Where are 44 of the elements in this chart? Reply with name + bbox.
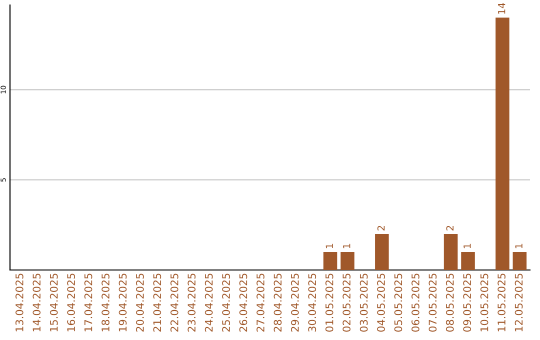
x-tick-label: 29.04.2025 [290,274,299,332]
data-label: 1 [464,244,471,248]
x-tick-label: 08.05.2025 [446,274,454,332]
bar [512,252,527,270]
data-label: 1 [326,244,333,248]
bar [461,252,475,270]
x-tick-label: 27.04.2025 [256,274,264,332]
x-tick-label: 18.04.2025 [102,274,110,332]
x-tick-label: 03.05.2025 [360,274,368,332]
data-label: 14 [498,3,506,14]
x-tick-label: 30.04.2025 [308,274,316,332]
data-label: 1 [515,244,522,248]
x-tick-label: 25.04.2025 [222,274,230,332]
bar [340,252,354,270]
bar [375,234,389,270]
x-tick-label: 13.04.2025 [15,274,24,332]
x-tick-label: 02.05.2025 [342,274,351,332]
x-tick-label: 26.04.2025 [239,274,248,332]
x-tick-label: 01.05.2025 [325,274,334,332]
data-label: 2 [377,226,385,230]
bar [323,252,338,270]
x-tick-label: 07.05.2025 [428,274,437,332]
x-tick-label: 19.04.2025 [118,274,127,332]
x-tick-label: 09.05.2025 [463,274,472,332]
x-tick-label: 04.05.2025 [377,274,385,332]
data-label: 1 [343,244,350,248]
x-tick-label: 11.05.2025 [498,274,506,332]
x-tick-label: 16.04.2025 [67,274,76,332]
x-tick-label: 12.05.2025 [514,274,523,332]
x-tick-label: 20.04.2025 [136,274,144,332]
data-label: 2 [446,226,454,230]
x-tick-label: 05.05.2025 [394,274,402,332]
x-tick-label: 21.04.2025 [153,274,162,332]
x-tick-label: 28.04.2025 [274,274,282,332]
x-tick-label: 06.05.2025 [412,274,420,332]
x-tick-label: 15.04.2025 [50,274,58,332]
x-tick-label: 22.04.2025 [170,274,178,332]
x-tick-label: 23.04.2025 [188,274,196,332]
bar [496,18,510,270]
x-tick-label: 14.04.2025 [32,274,41,332]
bar [444,234,458,270]
x-tick-label: 17.04.2025 [84,274,92,332]
x-tick-label: 10.05.2025 [480,274,488,332]
x-tick-label: 24.04.2025 [204,274,213,332]
